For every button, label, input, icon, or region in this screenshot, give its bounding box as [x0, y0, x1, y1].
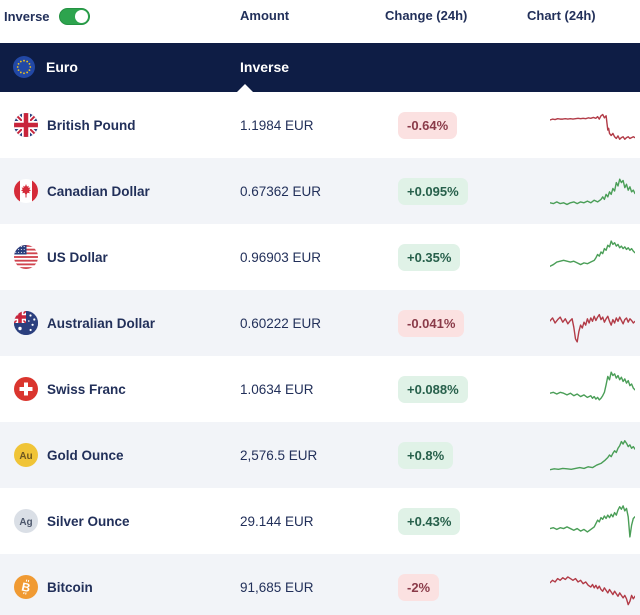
- currency-name: Canadian Dollar: [47, 183, 150, 199]
- change-cell: +0.8%: [385, 441, 520, 469]
- change-badge: +0.8%: [398, 441, 454, 469]
- amount-value: 29.144 EUR: [240, 513, 314, 529]
- chart-cell: [520, 368, 640, 410]
- currency-cell: Ag Silver Ounce: [0, 509, 240, 533]
- amount-value: 0.96903 EUR: [240, 249, 322, 265]
- table-header: Inverse Amount Change (24h) Chart (24h): [0, 0, 640, 43]
- table-row[interactable]: Ag Silver Ounce 29.144 EUR +0.43%: [0, 488, 640, 554]
- svg-text:Ag: Ag: [19, 517, 32, 528]
- amount-value: 1.1984 EUR: [240, 117, 314, 133]
- change-badge: +0.43%: [398, 507, 461, 535]
- table-row[interactable]: B Bitcoin 91,685 EUR -2%: [0, 554, 640, 615]
- currency-name: Gold Ounce: [47, 447, 124, 463]
- currency-rows: British Pound 1.1984 EUR -0.64% Canadian D…: [0, 92, 640, 615]
- flag-us-icon: [14, 245, 38, 269]
- amount-value: 2,576.5 EUR: [240, 447, 318, 463]
- change-cell: +0.35%: [385, 243, 520, 271]
- chart-cell: [520, 500, 640, 542]
- chart-cell: [520, 434, 640, 476]
- amount-value: 1.0634 EUR: [240, 381, 314, 397]
- sparkline-chart: [550, 104, 635, 146]
- change-badge: -0.041%: [398, 309, 465, 337]
- currency-name: Silver Ounce: [47, 513, 130, 529]
- sparkline-chart: [550, 302, 635, 344]
- sparkline-chart: [550, 434, 635, 476]
- flag-uk-icon: [14, 113, 38, 137]
- amount-value: 0.60222 EUR: [240, 315, 322, 331]
- currency-cell: B Bitcoin: [0, 575, 240, 599]
- chart-cell: [520, 170, 640, 212]
- base-currency-row[interactable]: Euro Inverse: [0, 43, 640, 92]
- table-row[interactable]: Swiss Franc 1.0634 EUR +0.088%: [0, 356, 640, 422]
- change-cell: +0.43%: [385, 507, 520, 535]
- currency-name: Bitcoin: [47, 579, 93, 595]
- base-currency-name: Euro: [46, 59, 78, 75]
- change-badge: -0.64%: [398, 111, 458, 139]
- currency-cell: Canadian Dollar: [0, 179, 240, 203]
- change-badge: -2%: [398, 573, 440, 601]
- currency-cell: US Dollar: [0, 245, 240, 269]
- table-row[interactable]: Au Gold Ounce 2,576.5 EUR +0.8%: [0, 422, 640, 488]
- currency-cell: Swiss Franc: [0, 377, 240, 401]
- change-cell: +0.088%: [385, 375, 520, 403]
- chart-cell: [520, 566, 640, 608]
- currency-name: US Dollar: [47, 249, 108, 265]
- table-row[interactable]: US Dollar 0.96903 EUR +0.35%: [0, 224, 640, 290]
- change-badge: +0.095%: [398, 177, 468, 205]
- sparkline-chart: [550, 566, 635, 608]
- amount-value: 91,685 EUR: [240, 579, 314, 595]
- chart-cell: [520, 302, 640, 344]
- currency-cell: Au Gold Ounce: [0, 443, 240, 467]
- amount-value: 0.67362 EUR: [240, 183, 322, 199]
- flag-canada-icon: [14, 179, 38, 203]
- chart-cell: [520, 104, 640, 146]
- sparkline-chart: [550, 236, 635, 278]
- svg-text:B: B: [20, 580, 32, 596]
- sparkline-chart: [550, 368, 635, 410]
- flag-swiss-icon: [14, 377, 38, 401]
- chart-cell: [520, 236, 640, 278]
- toggle-knob: [74, 10, 88, 23]
- caret-up-icon: [237, 84, 253, 92]
- change-badge: +0.35%: [398, 243, 461, 271]
- table-row[interactable]: Australian Dollar 0.60222 EUR -0.041%: [0, 290, 640, 356]
- currency-name: British Pound: [47, 117, 136, 133]
- currency-name: Swiss Franc: [47, 381, 126, 397]
- change-cell: -0.041%: [385, 309, 520, 337]
- column-header-change: Change (24h): [385, 8, 468, 23]
- inverse-toggle-label: Inverse: [4, 9, 50, 24]
- column-header-chart: Chart (24h): [527, 8, 596, 23]
- change-cell: -2%: [385, 573, 520, 601]
- column-header-amount: Amount: [240, 8, 290, 23]
- base-inverse-label: Inverse: [240, 59, 290, 75]
- currency-name: Australian Dollar: [47, 315, 156, 331]
- inverse-toggle-group: Inverse: [4, 8, 90, 25]
- crypto-btc-icon: B: [14, 575, 38, 599]
- metal-gold-icon: Au: [14, 443, 38, 467]
- currency-cell: Australian Dollar: [0, 311, 240, 335]
- change-cell: -0.64%: [385, 111, 520, 139]
- euro-flag-icon: [13, 56, 35, 78]
- sparkline-chart: [550, 500, 635, 542]
- svg-text:Au: Au: [19, 451, 32, 462]
- table-row[interactable]: Canadian Dollar 0.67362 EUR +0.095%: [0, 158, 640, 224]
- change-cell: +0.095%: [385, 177, 520, 205]
- table-row[interactable]: British Pound 1.1984 EUR -0.64%: [0, 92, 640, 158]
- sparkline-chart: [550, 170, 635, 212]
- inverse-toggle[interactable]: [58, 8, 90, 25]
- metal-silver-icon: Ag: [14, 509, 38, 533]
- currency-cell: British Pound: [0, 113, 240, 137]
- flag-australia-icon: [14, 311, 38, 335]
- change-badge: +0.088%: [398, 375, 468, 403]
